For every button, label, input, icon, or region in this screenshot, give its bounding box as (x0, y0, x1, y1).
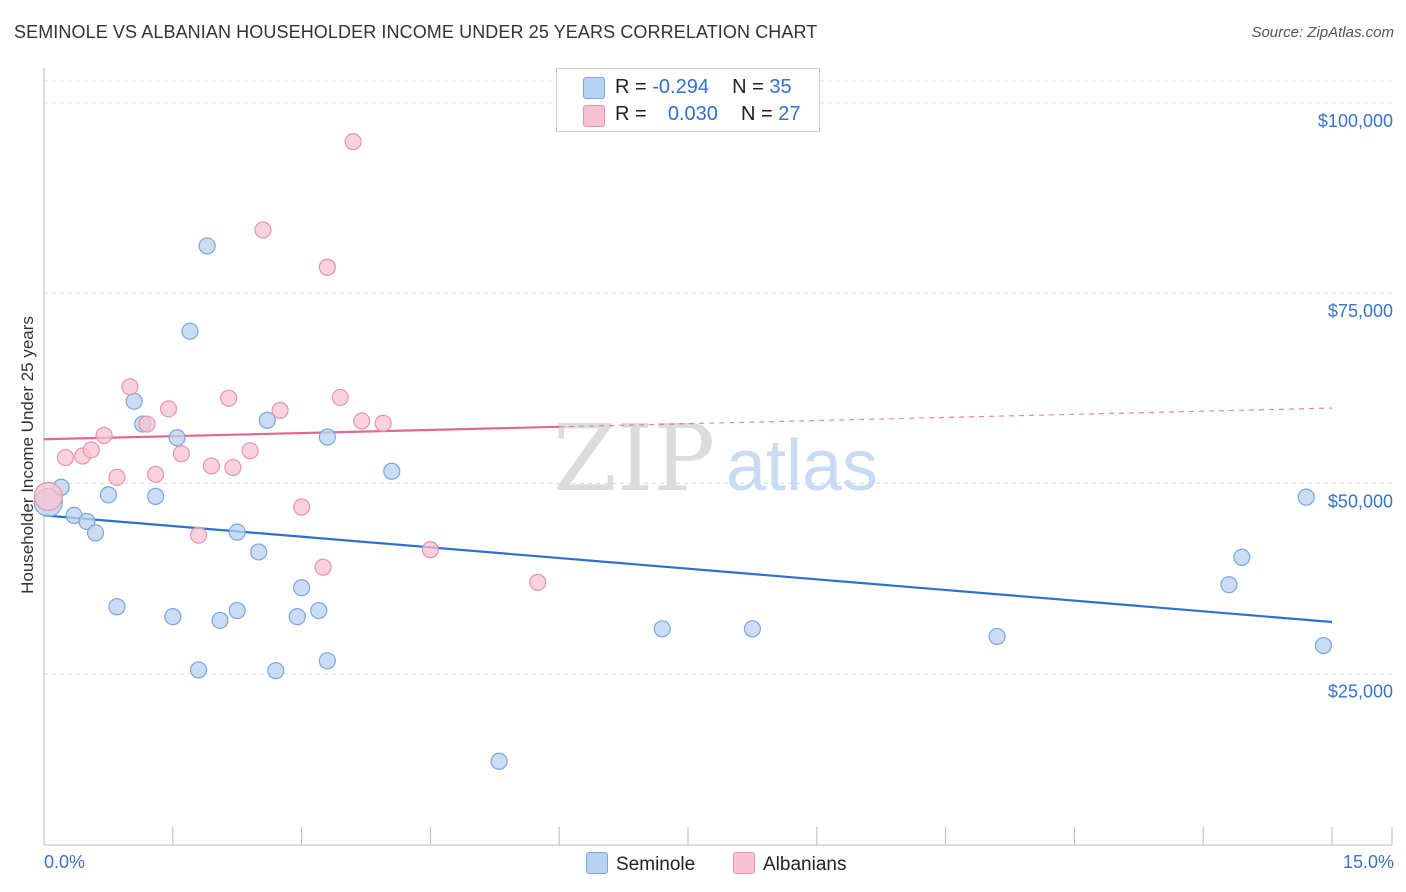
correlation-legend: R = -0.294 N = 35 R = 0.030 N = 27 (556, 68, 820, 132)
legend-n-label: N = (732, 76, 764, 98)
albanian-point (147, 465, 165, 483)
seminole-point (125, 392, 143, 410)
y-tick-labels: $25,000 $50,000 $75,000 $100,000 (1318, 111, 1393, 702)
data-points (33, 133, 1333, 770)
y-tick-label: $25,000 (1328, 682, 1393, 702)
y-tick-label: $75,000 (1328, 301, 1393, 321)
albanian-point (33, 481, 63, 511)
trend-line-albanians-dashed (559, 407, 1333, 428)
legend-row-seminole: R = -0.294 N = 35 (615, 76, 792, 99)
x-tick-label-max: 15.0% (1342, 852, 1394, 872)
seminole-point (383, 462, 401, 480)
seminole-point (99, 486, 118, 504)
seminole-point (653, 620, 671, 638)
seminole-point (147, 487, 165, 505)
seminole-point (168, 429, 186, 447)
albanian-point (202, 457, 221, 475)
seminole-point (228, 601, 246, 620)
y-tick-label: $50,000 (1328, 491, 1393, 511)
seminole-point (108, 598, 126, 616)
seminole-point (318, 428, 336, 446)
bottom-legend-seminole: Seminole (586, 852, 695, 876)
albanian-point (421, 541, 439, 559)
watermark-zip: ZIP (553, 405, 715, 512)
albanian-point (224, 458, 242, 477)
seminole-point (78, 512, 96, 531)
albanian-point (138, 415, 156, 433)
seminole-point (293, 579, 311, 597)
albanian-point (108, 468, 126, 486)
legend-r-label: R = (615, 103, 647, 125)
legend-row-albanians: R = 0.030 N = 27 (615, 103, 801, 126)
legend-swatch-albanians (733, 852, 755, 874)
legend-n-value: 35 (769, 76, 792, 98)
axes (43, 68, 1393, 846)
seminole-point (164, 608, 182, 626)
albanian-point (121, 378, 139, 396)
seminole-point (1297, 488, 1315, 506)
legend-swatch-seminole (583, 77, 605, 99)
albanian-point (344, 133, 362, 151)
albanian-point (95, 426, 113, 445)
watermark-atlas: atlas (726, 426, 878, 506)
legend-label-albanians: Albanians (763, 854, 847, 875)
seminole-point (258, 411, 276, 429)
seminole-point (1233, 548, 1251, 566)
albanian-point (82, 441, 100, 459)
albanian-point (318, 258, 336, 276)
bottom-legend-albanians: Albanians (733, 852, 846, 876)
albanian-point (374, 414, 392, 432)
seminole-point (1220, 576, 1238, 594)
legend-swatch-albanians (583, 105, 605, 127)
seminole-point (1314, 636, 1333, 655)
legend-r-label: R = (615, 76, 647, 98)
legend-label-seminole: Seminole (616, 854, 696, 875)
legend-n-value: 27 (778, 103, 801, 125)
albanian-point (293, 498, 311, 516)
seminole-point (250, 543, 268, 561)
albanian-point (172, 445, 190, 463)
albanian-point (189, 526, 208, 544)
seminole-point (267, 662, 285, 680)
albanian-point (220, 389, 238, 407)
seminole-point (288, 608, 306, 626)
trend-line-seminole (43, 514, 1333, 624)
chart-title: SEMINOLE VS ALBANIAN HOUSEHOLDER INCOME … (14, 22, 818, 42)
albanian-point (271, 401, 289, 419)
legend-n-label: N = (741, 103, 773, 125)
albanian-point (241, 442, 259, 460)
legend-swatch-seminole (586, 852, 608, 874)
seminole-point (189, 661, 208, 679)
seminole-point (988, 627, 1006, 646)
albanian-point (331, 388, 349, 407)
seminole-point (310, 601, 328, 620)
albanian-point (314, 558, 332, 576)
seminole-point (86, 524, 105, 542)
source-label: Source: ZipAtlas.com (1251, 24, 1394, 41)
albanian-point (353, 412, 371, 430)
seminole-point (743, 620, 762, 638)
legend-r-value: 0.030 (667, 103, 718, 125)
trend-lines (43, 407, 1333, 624)
seminole-point (490, 752, 508, 770)
albanian-point (254, 221, 272, 239)
seminole-point (211, 611, 229, 630)
seminole-point (228, 523, 246, 541)
seminole-point (181, 322, 199, 340)
albanian-point (56, 448, 75, 467)
albanian-point (529, 573, 547, 591)
seminole-point (198, 237, 216, 255)
grid-lines (44, 80, 1392, 675)
x-tick-label-min: 0.0% (44, 852, 86, 872)
legend-r-value: -0.294 (652, 76, 709, 98)
y-tick-label: $100,000 (1318, 111, 1393, 131)
seminole-point (318, 652, 336, 670)
albanian-point (159, 400, 178, 418)
trend-line-albanians (43, 425, 560, 441)
